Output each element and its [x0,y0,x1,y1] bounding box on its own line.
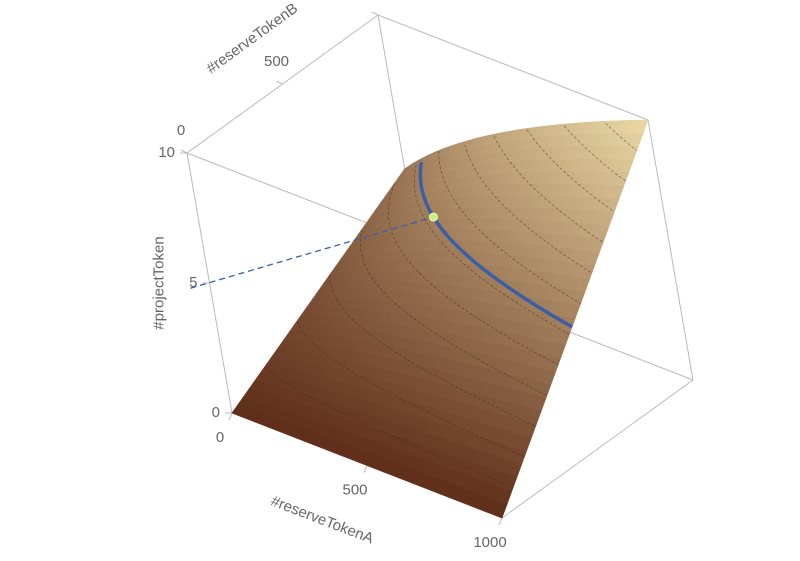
contour-line [264,366,514,488]
contour-line [329,274,536,427]
level-curve [418,161,573,329]
x-tick [498,517,503,526]
x-tick-label: 500 [342,481,367,498]
contour-line [493,136,604,243]
contour-line [464,144,593,274]
contour-line [563,125,626,182]
y-tick [276,80,283,85]
surface [231,119,649,519]
contour-line [360,228,548,396]
contour-line [413,164,570,335]
x-tick-label: 1000 [473,534,506,551]
box-edge [501,379,694,519]
level-point [428,212,438,222]
y-tick [371,11,379,16]
box-edge [647,119,694,381]
level-guide [190,216,434,289]
x-axis-label: #reserveTokenA [269,493,376,548]
contour-line [388,182,559,366]
overlay [190,161,573,329]
y-tick-label: 500 [264,53,289,70]
y-tick-label: 1000 [355,0,388,1]
z-tick-label: 10 [158,144,175,161]
x-tick-label: 0 [216,429,224,446]
contour-line [296,320,525,458]
box-edge [377,14,649,121]
contour-line [438,151,581,304]
surface-patch [492,500,508,519]
x-tick [363,465,368,473]
z-axis-label: #projectToken [150,236,167,329]
y-tick-label: 0 [177,122,185,139]
x-tick [228,412,233,421]
z-tick-label: 5 [189,274,197,291]
contour-line [605,122,637,151]
z-tick-label: 0 [212,404,220,421]
